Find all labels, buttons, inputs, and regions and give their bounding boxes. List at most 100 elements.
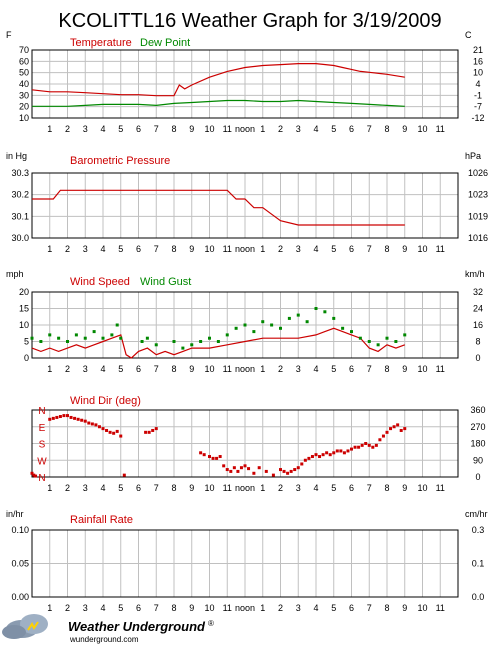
plot-frame (31, 529, 459, 598)
data-point (218, 455, 222, 459)
x-tick-label: 2 (65, 364, 70, 374)
x-tick-label: 5 (118, 603, 123, 613)
data-point (119, 336, 123, 340)
x-tick-label: 5 (118, 124, 123, 134)
x-tick-label: 1 (47, 364, 52, 374)
x-tick-label: 8 (384, 244, 389, 254)
cloud-logo-icon (2, 614, 48, 639)
x-tick-label: 11 (436, 364, 445, 374)
data-point (154, 343, 158, 347)
y-tick-label-left: 0.00 (11, 592, 29, 602)
data-point (90, 422, 94, 426)
x-tick-label: 4 (313, 603, 318, 613)
y-tick-label-right: 16 (473, 320, 483, 330)
data-point (66, 340, 69, 343)
plot-frame (31, 172, 459, 239)
x-tick-label: 9 (189, 603, 194, 613)
y-tick-label-left: 5 (24, 337, 29, 347)
data-point (358, 336, 362, 340)
data-point (48, 333, 52, 337)
data-point (296, 466, 300, 470)
y-tick-label-left: 30.1 (11, 211, 29, 221)
data-point (199, 451, 203, 455)
legend-entry: Wind Gust (140, 276, 191, 288)
plot-frame (31, 409, 459, 478)
data-point (151, 428, 155, 432)
x-tick-label: 4 (313, 244, 318, 254)
data-point (115, 323, 119, 327)
series-line (31, 63, 405, 97)
data-point (252, 471, 256, 475)
data-point (279, 326, 282, 330)
x-tick-label: 8 (384, 124, 389, 134)
data-point (147, 430, 151, 434)
data-point (257, 466, 261, 470)
x-tick-label: 8 (171, 244, 176, 254)
data-point (310, 455, 314, 459)
data-point (225, 468, 229, 472)
x-tick-label: 7 (367, 603, 372, 613)
x-tick-label: 4 (100, 244, 105, 254)
data-point (264, 469, 268, 473)
compass-label: E (39, 423, 46, 434)
x-tick-label: 1 (47, 483, 52, 493)
x-tick-label: noon (235, 364, 255, 374)
x-tick-label: 4 (100, 483, 105, 493)
unit-label-left: F (6, 30, 12, 40)
y-tick-label-right: 0 (475, 353, 480, 363)
data-point (360, 443, 364, 447)
data-point (32, 473, 36, 477)
data-point (74, 333, 78, 337)
x-tick-label: 9 (402, 364, 407, 374)
x-tick-label: 2 (65, 244, 70, 254)
data-point (314, 307, 318, 310)
y-tick-label-left: 50 (19, 68, 29, 78)
data-point (202, 453, 206, 457)
data-point (101, 427, 105, 431)
y-tick-label-right: -7 (474, 102, 482, 112)
legend-entry: Wind Speed (70, 276, 130, 288)
data-point (87, 421, 91, 425)
x-tick-label: 10 (204, 124, 214, 134)
x-tick-label: 8 (171, 364, 176, 374)
y-tick-label-right: 32 (473, 287, 483, 297)
data-point (243, 464, 247, 468)
data-point (73, 416, 77, 420)
data-point (236, 469, 240, 473)
unit-label-left: in/hr (6, 509, 24, 519)
data-point (145, 336, 149, 340)
y-tick-label-right: 10 (473, 68, 483, 78)
x-tick-label: 7 (367, 364, 372, 374)
plot-frame (31, 49, 459, 119)
data-point (105, 428, 109, 432)
series-line (32, 189, 405, 226)
data-point (39, 340, 43, 343)
x-tick-label: 2 (65, 124, 70, 134)
x-tick-label: 9 (189, 483, 194, 493)
x-tick-label: 2 (278, 124, 283, 134)
x-tick-label: noon (235, 244, 255, 254)
legend-entry: Dew Point (140, 37, 190, 49)
x-tick-label: 10 (417, 603, 427, 613)
data-point (300, 462, 304, 466)
data-point (76, 417, 80, 421)
data-point (51, 416, 55, 420)
data-point (140, 340, 144, 343)
plot-frame (31, 291, 459, 359)
data-point (394, 340, 398, 343)
y-tick-label-left: 30.2 (11, 190, 29, 200)
x-tick-label: 5 (118, 244, 123, 254)
data-point (208, 455, 211, 459)
data-point (101, 336, 105, 340)
y-tick-label-right: 0 (475, 472, 480, 482)
x-tick-label: 5 (331, 603, 336, 613)
data-point (367, 443, 371, 447)
data-point (83, 336, 87, 340)
unit-label-left: in Hg (6, 151, 27, 161)
data-point (232, 466, 236, 470)
data-point (239, 466, 243, 470)
data-point (346, 449, 350, 453)
